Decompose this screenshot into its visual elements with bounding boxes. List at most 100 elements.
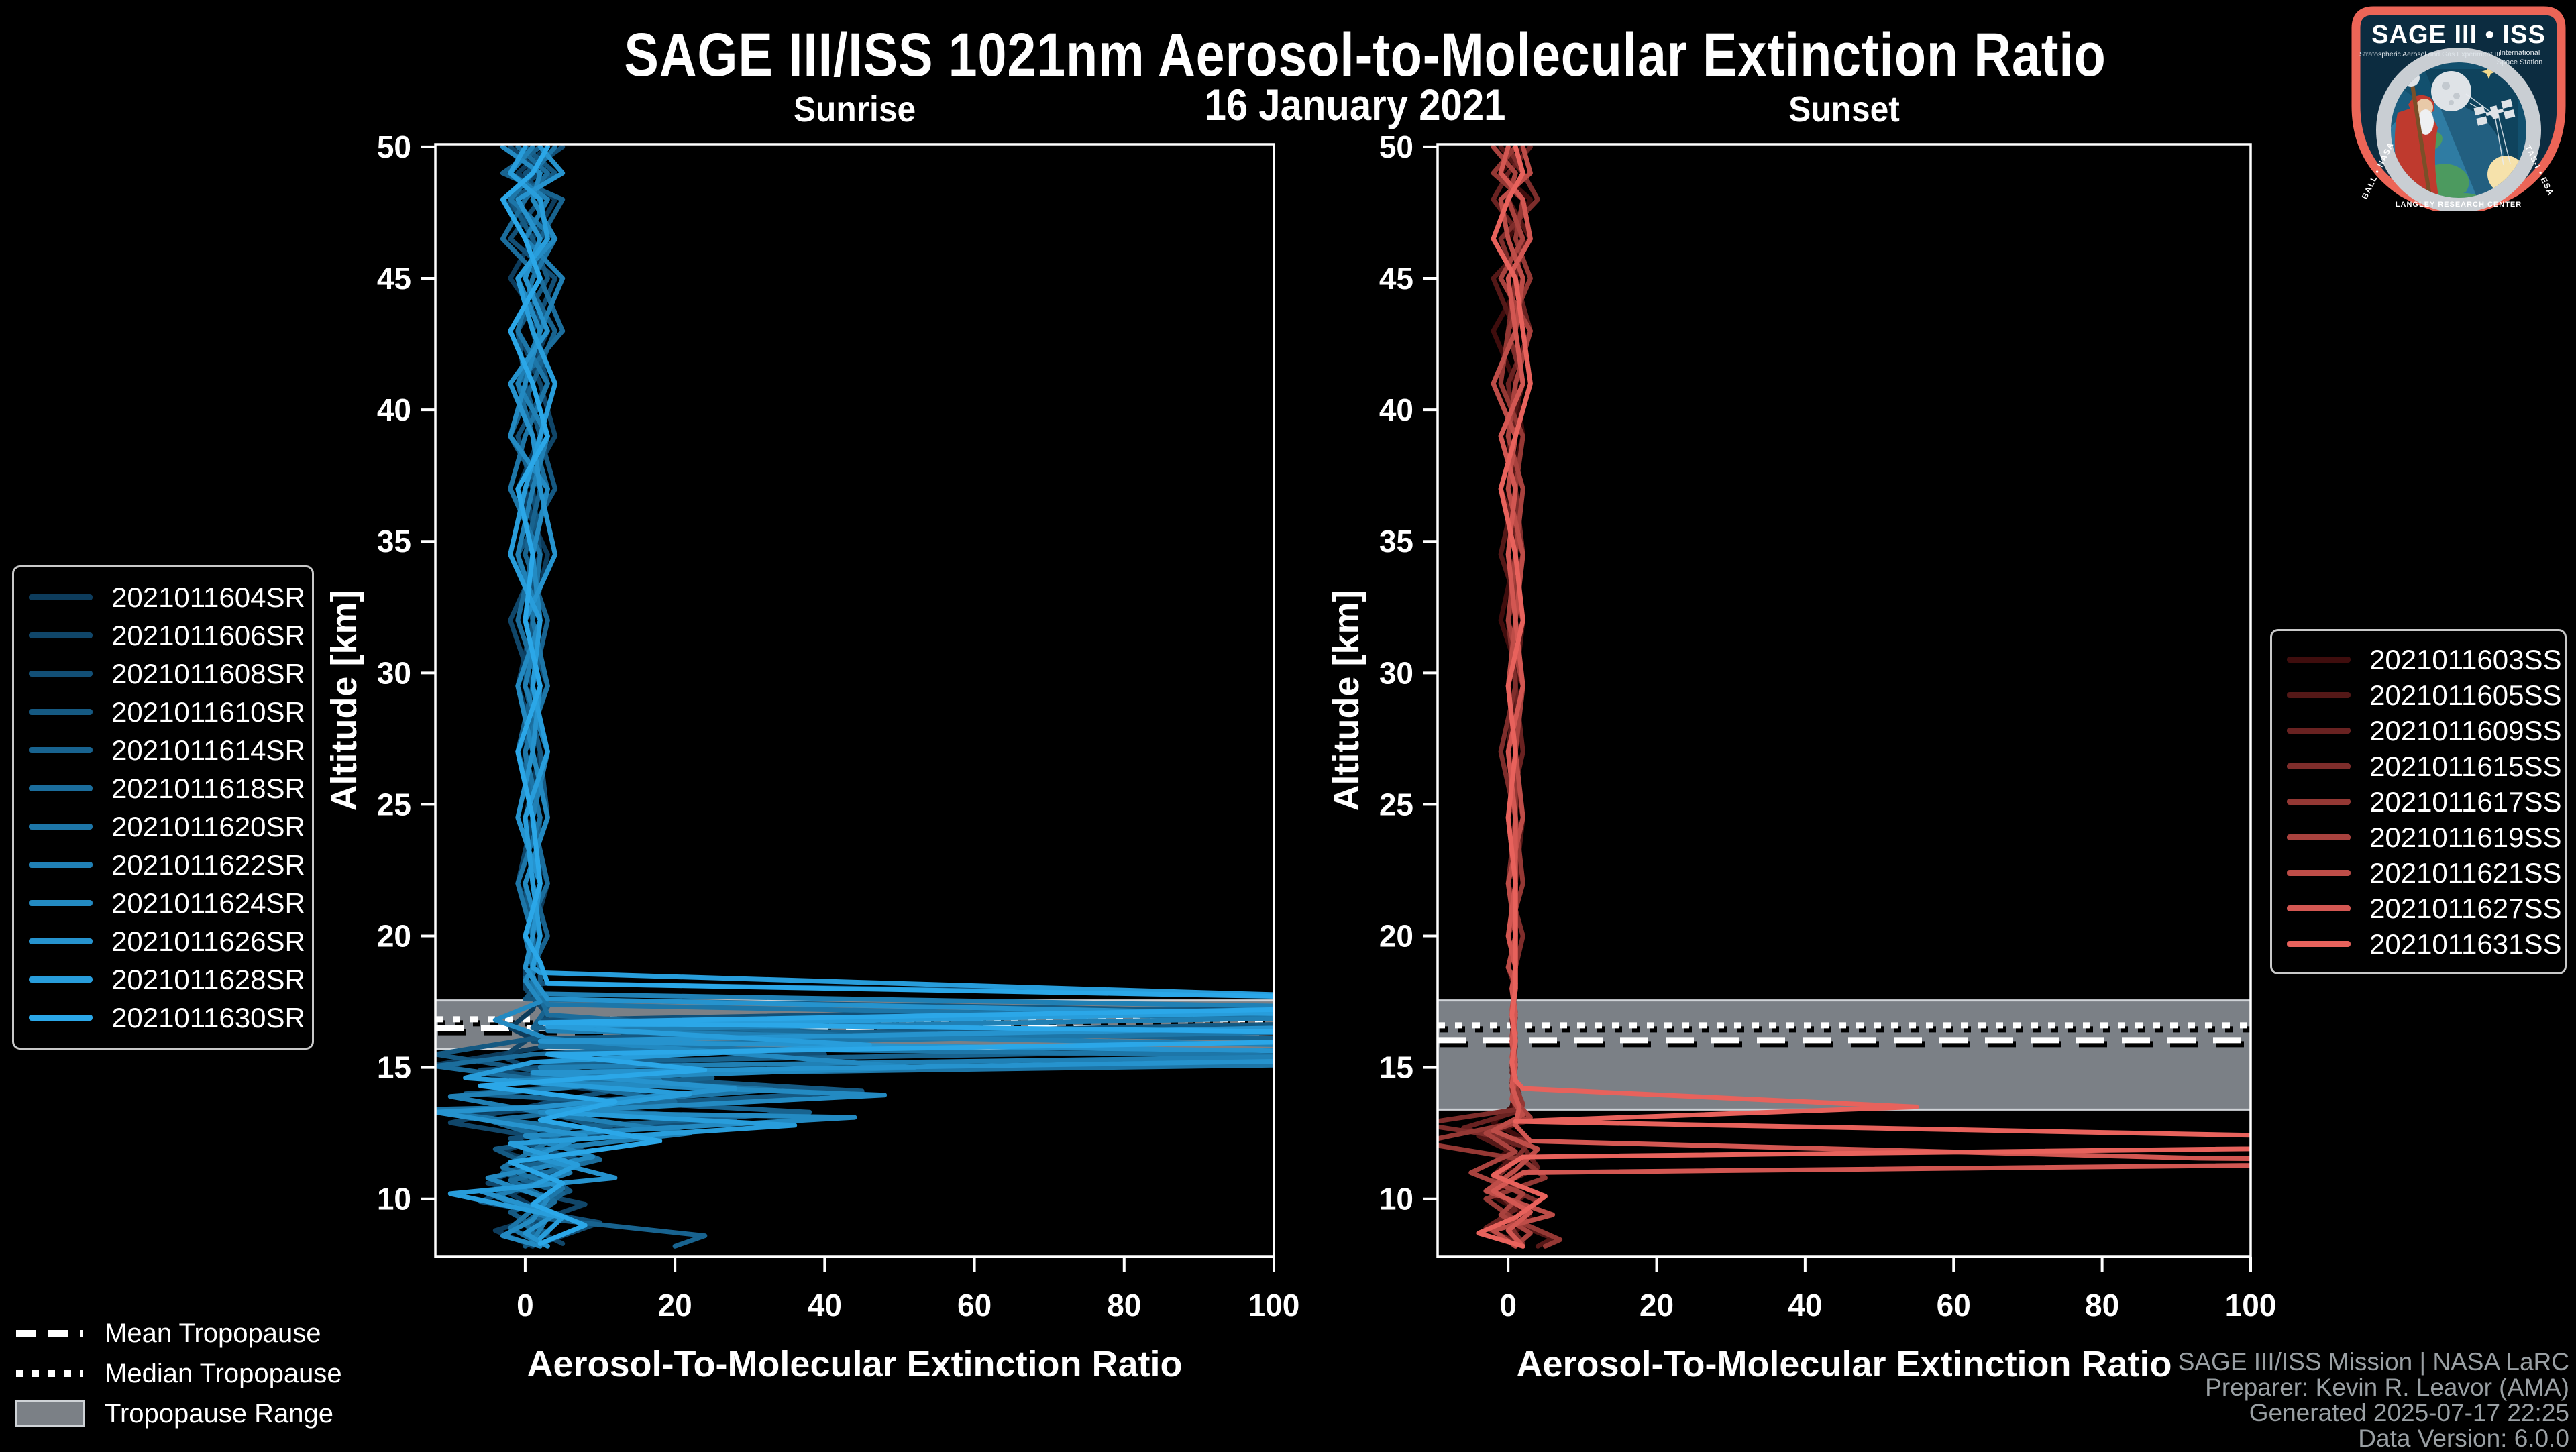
- logo-sub-right-1: International: [2500, 49, 2540, 57]
- y-tick-label: 30: [377, 655, 411, 690]
- legend-event-label: 2021011609SS: [2369, 714, 2562, 746]
- y-tick-label: 40: [377, 392, 411, 427]
- legend-item: 2021011620SR: [29, 807, 305, 846]
- median-tropopause-dotted-swatch: [15, 1367, 85, 1380]
- legend-event-label: 2021011627SS: [2369, 892, 2562, 924]
- tropopause-range-label: Tropopause Range: [105, 1398, 333, 1429]
- y-tick-label: 40: [1379, 392, 1413, 427]
- legend-item: 2021011605SS: [2287, 677, 2562, 713]
- legend-line-swatch: [2287, 692, 2351, 698]
- legend-line-swatch: [29, 671, 93, 677]
- y-tick-label: 30: [1379, 655, 1413, 690]
- y-tick-label: 25: [377, 787, 411, 822]
- legend-line-swatch: [29, 1015, 93, 1021]
- legend-line-swatch: [2287, 905, 2351, 911]
- legend-line-swatch: [29, 747, 93, 753]
- x-tick-label: 60: [957, 1288, 991, 1323]
- x-axis-label: Aerosol-To-Molecular Extinction Ratio: [527, 1344, 1182, 1384]
- y-tick-label: 10: [377, 1182, 411, 1217]
- profile-2021011627SS: [1491, 144, 2251, 1249]
- y-tick-label: 35: [377, 524, 411, 559]
- legend-item: 2021011631SS: [2287, 926, 2562, 962]
- moon-icon: [2431, 71, 2471, 111]
- legend-event-label: 2021011605SS: [2369, 679, 2562, 711]
- legend-event-label: 2021011619SS: [2369, 821, 2562, 853]
- legend-line-swatch: [29, 709, 93, 715]
- page-title: SAGE III/ISS 1021nm Aerosol-to-Molecular…: [624, 21, 2106, 89]
- legend-event-label: 2021011621SS: [2369, 856, 2562, 889]
- profile-2021011631SS: [1476, 144, 2251, 1249]
- legend-line-swatch: [2287, 799, 2351, 805]
- x-tick-label: 40: [1788, 1288, 1822, 1323]
- sunrise-plot: 0 20 40 60 80 100 10 15 20 25 30 35 40 45 50 Aerosol-To…: [324, 129, 1300, 1384]
- sage-iii-iss-logo: SAGE III • ISS Stratospheric Aerosol and…: [2351, 6, 2566, 211]
- x-tick-label: 100: [1248, 1288, 1300, 1323]
- legend-item: 2021011630SR: [29, 999, 305, 1037]
- x-tick-label: 80: [1107, 1288, 1141, 1323]
- legend-event-label: 2021011624SR: [111, 887, 305, 919]
- y-tick-label: 35: [1379, 524, 1413, 559]
- legend-event-label: 2021011615SS: [2369, 750, 2562, 782]
- sunset-plot: 0 20 40 60 80 100 10 15 20 25 30 35 40 45 50 Aerosol-To…: [1326, 129, 2276, 1384]
- plot-area: [1438, 144, 2251, 1249]
- legend-item: 2021011604SR: [29, 578, 305, 616]
- legend-item: 2021011628SR: [29, 960, 305, 999]
- legend-line-swatch: [29, 824, 93, 830]
- legend-event-label: 2021011626SR: [111, 925, 305, 957]
- legend-item: 2021011615SS: [2287, 748, 2562, 784]
- attribution-block: SAGE III/ISS Mission | NASA LaRC Prepare…: [2178, 1349, 2569, 1451]
- legend-line-swatch: [2287, 728, 2351, 734]
- date-subtitle: 16 January 2021: [1204, 80, 1506, 129]
- x-tick-label: 60: [1937, 1288, 1971, 1323]
- legend-event-label: 2021011614SR: [111, 734, 305, 766]
- attribution-generated: Generated 2025-07-17 22:25: [2249, 1399, 2569, 1427]
- sunset-legend: 2021011603SS 2021011605SS 2021011609SS 2021…: [2270, 629, 2567, 974]
- tropopause-range-swatch: [15, 1400, 85, 1427]
- x-tick-label: 40: [808, 1288, 842, 1323]
- legend-line-swatch: [29, 900, 93, 906]
- attribution-version: Data Version: 6.0.0: [2358, 1425, 2569, 1452]
- y-tick-label: 45: [1379, 261, 1413, 296]
- logo-title: SAGE III • ISS: [2371, 21, 2546, 49]
- y-tick-label: 20: [1379, 919, 1413, 954]
- mean-tropopause-label: Mean Tropopause: [105, 1318, 321, 1348]
- sunset-panel-title: Sunset: [1788, 89, 1900, 129]
- x-tick-label: 20: [658, 1288, 692, 1323]
- legend-event-label: 2021011620SR: [111, 810, 305, 842]
- legend-line-swatch: [29, 976, 93, 983]
- legend-item: 2021011621SS: [2287, 855, 2562, 891]
- legend-event-label: 2021011606SR: [111, 619, 305, 651]
- x-tick-label: 0: [1499, 1288, 1517, 1323]
- legend-event-label: 2021011622SR: [111, 848, 305, 881]
- profile-2021011630SR: [478, 144, 1274, 1246]
- legend-event-label: 2021011604SR: [111, 581, 305, 613]
- legend-line-swatch: [2287, 657, 2351, 663]
- median-tropopause-label: Median Tropopause: [105, 1358, 342, 1388]
- legend-event-label: 2021011603SS: [2369, 643, 2562, 675]
- legend-item: 2021011606SR: [29, 616, 305, 655]
- iss-icon: [2473, 99, 2516, 126]
- legend-line-swatch: [2287, 870, 2351, 876]
- logo-sub-left: Stratospheric Aerosol and Gas Experiment…: [2359, 50, 2500, 58]
- tropopause-legend: Mean Tropopause Median Tropopause Tropop…: [15, 1313, 342, 1434]
- logo-sub-right-2: Space Station: [2497, 58, 2543, 66]
- legend-event-label: 2021011617SS: [2369, 785, 2562, 818]
- tropopause-range-legend-item: Tropopause Range: [15, 1394, 342, 1434]
- legend-line-swatch: [29, 632, 93, 638]
- legend-item: 2021011617SS: [2287, 784, 2562, 820]
- legend-item: 2021011603SS: [2287, 642, 2562, 677]
- axes-box: [1436, 143, 2252, 1258]
- y-tick-label: 50: [1379, 129, 1413, 164]
- mean-tropopause-legend-item: Mean Tropopause: [15, 1313, 342, 1353]
- legend-event-label: 2021011610SR: [111, 695, 305, 728]
- legend-line-swatch: [2287, 834, 2351, 840]
- legend-event-label: 2021011631SS: [2369, 928, 2562, 960]
- x-tick-label: 80: [2085, 1288, 2119, 1323]
- legend-event-label: 2021011628SR: [111, 963, 305, 995]
- legend-line-swatch: [29, 785, 93, 791]
- sunrise-legend: 2021011604SR 2021011606SR 2021011608SR 2021…: [12, 565, 314, 1050]
- y-tick-label: 15: [1379, 1050, 1413, 1085]
- x-tick-label: 0: [517, 1288, 534, 1323]
- legend-item: 2021011624SR: [29, 884, 305, 922]
